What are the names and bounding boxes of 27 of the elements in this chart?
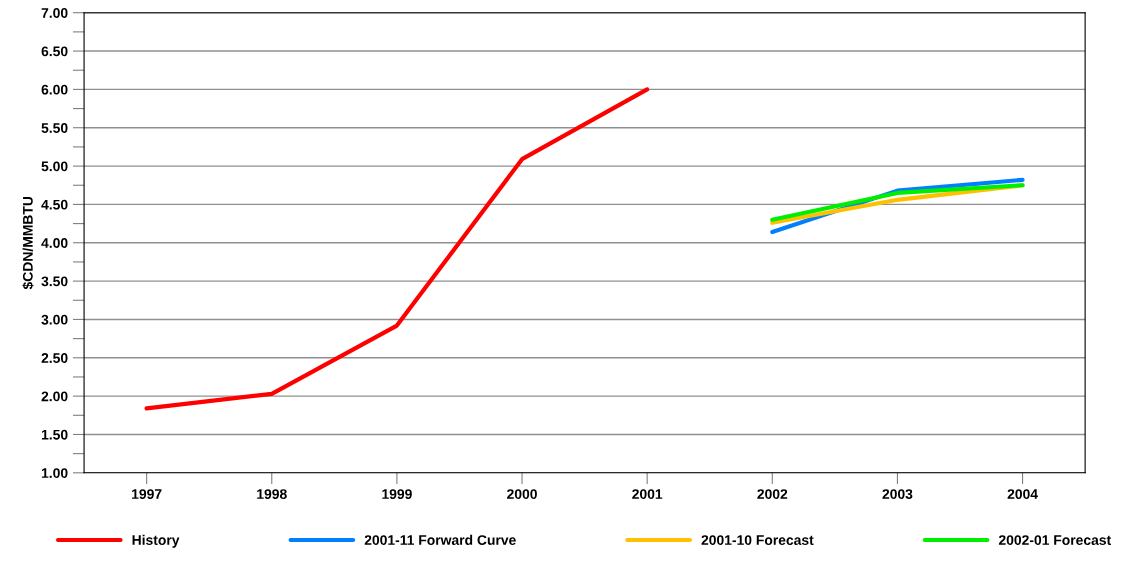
y-axis-title: $CDN/MMBTU xyxy=(22,196,34,290)
x-tick-label: 1997 xyxy=(132,489,162,499)
y-tick-label: 6.00 xyxy=(41,84,68,95)
y-tick-label: 5.00 xyxy=(41,161,68,172)
x-tick-label: 2004 xyxy=(1007,489,1038,499)
x-tick-label: 2002 xyxy=(757,489,788,499)
x-tick-label: 2003 xyxy=(882,489,913,499)
y-tick-label: 4.00 xyxy=(41,238,68,248)
y-tick-label: 3.00 xyxy=(41,314,68,325)
x-tick-label: 2000 xyxy=(507,489,537,499)
legend-label: 2002-01 Forecast xyxy=(998,535,1112,545)
y-tick-label: 1.00 xyxy=(41,468,68,478)
y-tick-label: 6.50 xyxy=(41,46,68,57)
y-tick-label: 3.50 xyxy=(41,276,68,287)
legend-label: 2001-11 Forward Curve xyxy=(364,534,516,545)
x-tick-label: 1998 xyxy=(257,489,287,499)
y-tick-label: 5.50 xyxy=(41,123,68,133)
y-tick-label: 4.50 xyxy=(41,199,68,210)
y-tick-label: 2.00 xyxy=(41,391,68,402)
y-tick-label: 2.50 xyxy=(41,353,68,363)
x-tick-label: 2001 xyxy=(632,489,663,499)
legend-label: 2001-10 Forecast xyxy=(701,535,814,545)
y-tick-label: 7.00 xyxy=(41,8,68,18)
line-series xyxy=(144,87,650,411)
x-tick-label: 1999 xyxy=(382,489,412,499)
y-tick-label: 1.50 xyxy=(41,429,68,440)
legend-label: History xyxy=(132,534,180,548)
